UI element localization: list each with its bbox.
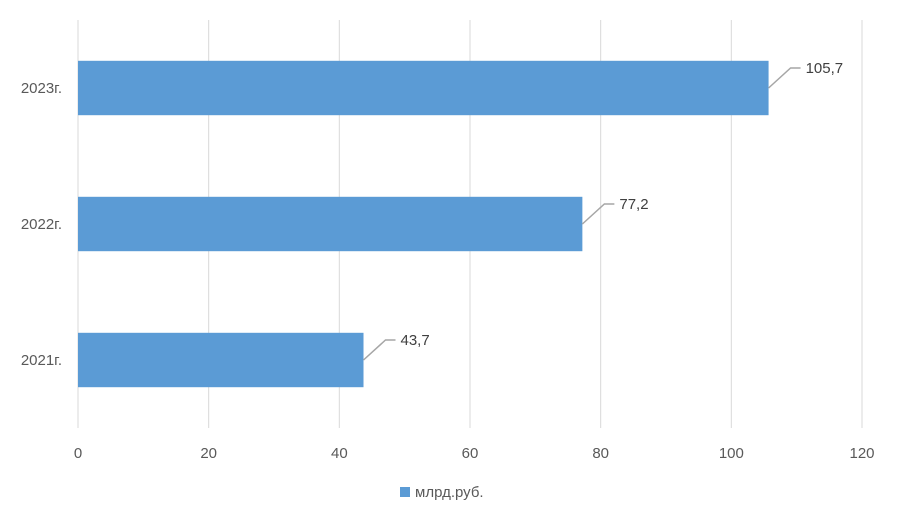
x-tick-label: 100 xyxy=(719,445,744,462)
bar xyxy=(78,60,769,116)
category-label: 2022г. xyxy=(21,216,62,233)
data-labels: 43,7 77,2 105,7 xyxy=(401,60,844,349)
bar xyxy=(78,332,364,388)
legend-label: млрд.руб. xyxy=(415,484,484,501)
category-label: 2023г. xyxy=(21,80,62,97)
x-tick-label: 60 xyxy=(462,445,479,462)
category-label: 2021г. xyxy=(21,352,62,369)
x-tick-label: 120 xyxy=(849,445,874,462)
leader-line xyxy=(768,67,801,89)
data-label: 43,7 xyxy=(401,332,430,349)
data-label: 77,2 xyxy=(619,196,648,213)
leader-line xyxy=(363,339,396,361)
x-axis-tick-labels: 0 20 40 60 80 100 120 xyxy=(74,445,875,462)
x-tick-label: 20 xyxy=(200,445,217,462)
legend-swatch xyxy=(400,487,410,497)
legend: млрд.руб. xyxy=(400,484,484,501)
data-label: 105,7 xyxy=(806,60,844,77)
bars xyxy=(78,60,769,388)
leader-lines xyxy=(363,67,801,361)
x-tick-label: 0 xyxy=(74,445,82,462)
category-labels: 2021г. 2022г. 2023г. xyxy=(21,80,62,369)
x-tick-label: 40 xyxy=(331,445,348,462)
leader-line xyxy=(581,203,615,225)
bar xyxy=(78,196,583,252)
x-tick-label: 80 xyxy=(592,445,609,462)
